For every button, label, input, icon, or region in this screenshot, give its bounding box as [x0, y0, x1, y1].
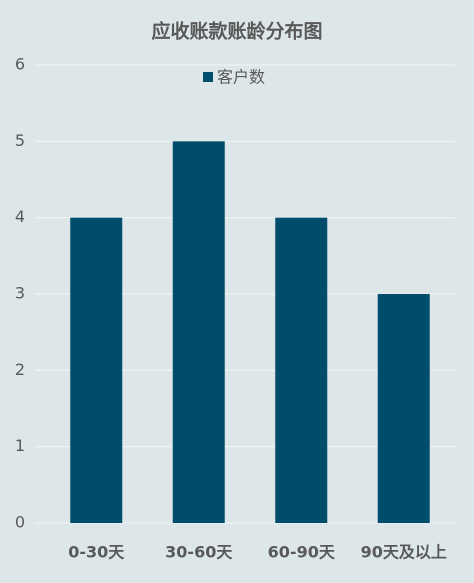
chart-title: 应收账款账龄分布图	[151, 20, 322, 43]
y-tick-label: 3	[15, 284, 25, 303]
y-tick-label: 5	[15, 131, 25, 150]
y-tick-label: 6	[15, 55, 25, 74]
y-tick-label: 4	[15, 207, 25, 226]
x-tick-label: 30-60天	[165, 543, 233, 562]
bar	[172, 141, 225, 524]
legend-swatch	[203, 72, 213, 82]
bar	[275, 217, 328, 523]
legend-label: 客户数	[217, 68, 265, 87]
x-tick-label: 90天及以上	[361, 543, 447, 562]
y-tick-label: 2	[15, 360, 25, 379]
y-tick-label: 1	[15, 436, 25, 455]
bar	[70, 217, 123, 523]
x-tick-label: 0-30天	[68, 543, 125, 562]
bar	[377, 294, 430, 523]
y-tick-label: 0	[15, 513, 25, 532]
x-tick-label: 60-90天	[268, 543, 336, 562]
